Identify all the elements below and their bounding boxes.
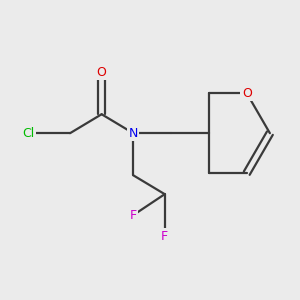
Text: N: N xyxy=(128,127,138,140)
Text: F: F xyxy=(130,209,137,222)
Text: O: O xyxy=(242,87,252,100)
Text: O: O xyxy=(97,66,106,79)
Text: F: F xyxy=(161,230,168,243)
Text: Cl: Cl xyxy=(22,127,34,140)
